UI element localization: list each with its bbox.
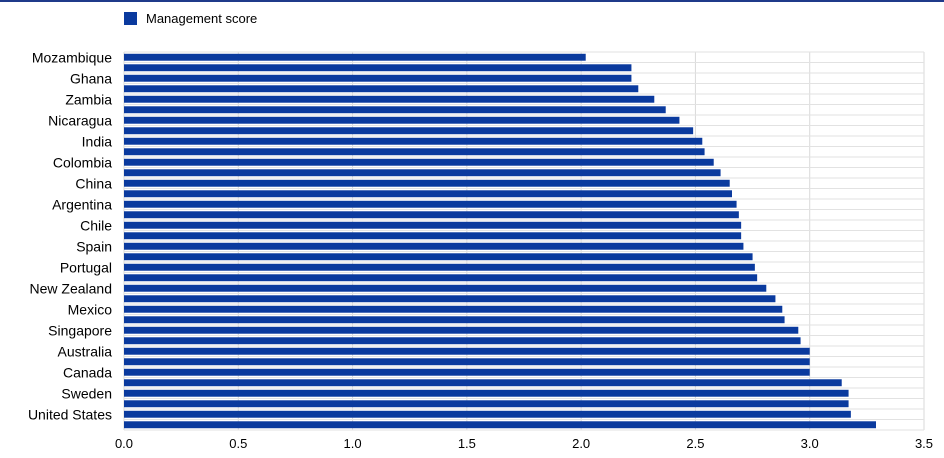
- bar: [124, 389, 849, 397]
- x-tick-label: 3.0: [801, 436, 819, 451]
- x-tick-label: 1.0: [344, 436, 362, 451]
- bar: [124, 421, 876, 429]
- bar: [124, 85, 639, 93]
- y-tick-label: Sweden: [61, 385, 112, 401]
- y-tick-label: Singapore: [48, 322, 112, 338]
- top-rule: [0, 0, 944, 2]
- bar: [124, 200, 737, 208]
- bar: [124, 127, 694, 135]
- x-tick-label: 0.0: [115, 436, 133, 451]
- bar: [124, 263, 755, 271]
- x-tick-label: 2.5: [686, 436, 704, 451]
- bar: [124, 368, 810, 376]
- bar: [124, 53, 586, 61]
- bar: [124, 347, 810, 355]
- bar: [124, 295, 776, 303]
- bar: [124, 253, 753, 261]
- bar: [124, 211, 739, 219]
- bar: [124, 326, 799, 334]
- bar: [124, 64, 632, 72]
- y-tick-label: Colombia: [53, 154, 112, 170]
- legend: Management score: [124, 11, 257, 26]
- y-tick-label: Portugal: [60, 259, 112, 275]
- y-tick-label: China: [75, 175, 112, 191]
- bar: [124, 137, 703, 145]
- bar: [124, 358, 810, 366]
- y-tick-label: Mexico: [68, 301, 113, 317]
- bar: [124, 305, 783, 313]
- x-tick-labels: 0.0 0.5 1.0 1.5 2.0 2.5 3.0 3.5: [115, 436, 933, 451]
- bar: [124, 148, 705, 156]
- legend-swatch: [124, 12, 137, 25]
- bar: [124, 116, 680, 124]
- y-tick-label: Australia: [58, 343, 113, 359]
- bar: [124, 242, 744, 250]
- bar: [124, 179, 730, 187]
- bar: [124, 410, 851, 418]
- y-tick-labels: Mozambique Ghana Zambia Nicaragua India Colom…: [28, 49, 112, 422]
- legend-label: Management score: [146, 11, 258, 26]
- bar: [124, 74, 632, 82]
- y-tick-label: Spain: [76, 238, 112, 254]
- y-tick-label: Nicaragua: [48, 112, 112, 128]
- x-tick-label: 0.5: [229, 436, 247, 451]
- bar: [124, 95, 655, 103]
- bar: [124, 190, 732, 198]
- y-tick-label: United States: [28, 406, 112, 422]
- y-tick-label: India: [82, 133, 113, 149]
- x-tick-label: 3.5: [915, 436, 933, 451]
- y-tick-label: Canada: [63, 364, 112, 380]
- bar: [124, 158, 714, 166]
- x-tick-label: 1.5: [458, 436, 476, 451]
- bar: [124, 106, 666, 114]
- bar: [124, 169, 721, 177]
- bar: [124, 221, 742, 229]
- y-tick-label: Argentina: [52, 196, 112, 212]
- bar: [124, 274, 758, 282]
- bar: [124, 284, 767, 292]
- y-tick-label: New Zealand: [30, 280, 113, 296]
- y-tick-label: Zambia: [65, 91, 112, 107]
- y-tick-label: Chile: [80, 217, 112, 233]
- bar: [124, 379, 842, 387]
- bar: [124, 400, 849, 408]
- bar: [124, 316, 785, 324]
- bar: [124, 337, 801, 345]
- x-tick-label: 2.0: [572, 436, 590, 451]
- bar: [124, 232, 742, 240]
- grid-lines: [123, 51, 925, 431]
- bars: [124, 53, 876, 429]
- y-tick-label: Ghana: [70, 70, 112, 86]
- y-tick-label: Mozambique: [32, 49, 112, 65]
